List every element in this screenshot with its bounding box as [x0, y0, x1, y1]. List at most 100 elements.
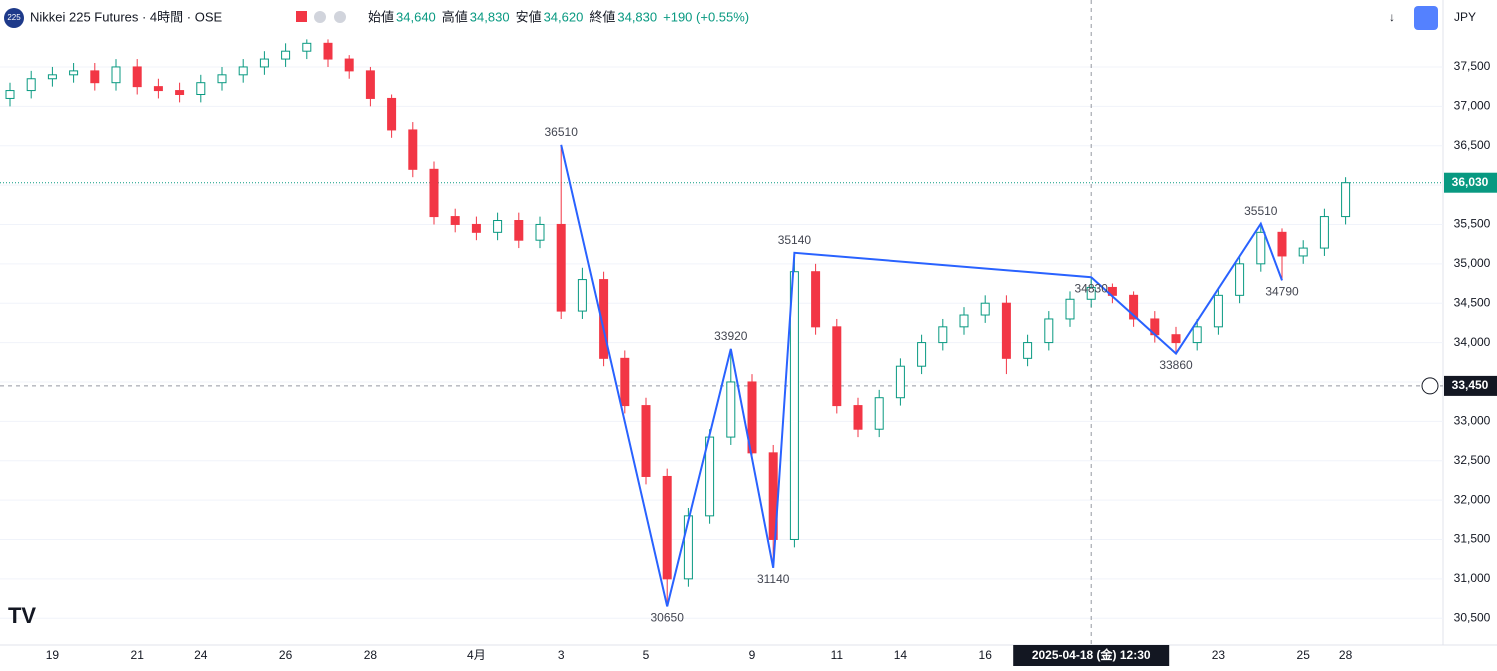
candle-body — [662, 475, 672, 580]
icon — [314, 11, 326, 23]
candle-body — [302, 42, 312, 52]
add-button — [1421, 377, 1439, 395]
refresh-button[interactable] — [1414, 6, 1438, 30]
candle-body — [471, 223, 481, 233]
candle-body — [683, 515, 693, 580]
candle-body — [450, 216, 460, 225]
y-tick-label: 32,500 — [1454, 453, 1491, 467]
x-tick-label: 26 — [279, 648, 293, 662]
currency[interactable]: JPY — [1454, 10, 1476, 24]
candle-body — [938, 326, 948, 344]
candle-body — [132, 66, 142, 88]
down-arrow[interactable]: ↓ — [1389, 10, 1395, 24]
candle-body — [196, 82, 206, 96]
candle-body — [153, 86, 163, 92]
y-tick-label: 31,000 — [1454, 571, 1491, 585]
candle-body — [323, 42, 333, 60]
candle-body — [874, 397, 884, 430]
candle-body — [344, 58, 354, 72]
y-tick-label: 34,500 — [1454, 295, 1491, 309]
x-tick-label: 14 — [894, 648, 908, 662]
candle-body — [620, 357, 630, 407]
y-tick-label: 37,000 — [1454, 98, 1491, 112]
candle-body — [1192, 326, 1202, 344]
ohlc-value: 34,620 — [544, 9, 584, 24]
zigzag-label: 34830 — [1075, 281, 1109, 295]
icon — [334, 11, 346, 23]
candle-body — [365, 70, 375, 99]
x-tick-label: 9 — [749, 648, 756, 662]
candle-body — [429, 168, 439, 218]
ohlc-value: 34,830 — [617, 9, 657, 24]
x-tick-label: 4月 — [467, 648, 486, 662]
candle-body — [535, 223, 545, 241]
candle-body — [811, 271, 821, 328]
candle-body — [1023, 342, 1033, 359]
header: 225 Nikkei 225 Futures · 4時間 · OSE 始値 34,… — [0, 4, 800, 30]
candle-body — [641, 405, 651, 477]
candle-body — [217, 74, 227, 84]
x-tick-label: 23 — [1212, 648, 1226, 662]
candle-body — [238, 66, 248, 76]
x-tick-label: 19 — [46, 648, 60, 662]
candle-body — [26, 78, 36, 92]
y-tick-label: 30,500 — [1454, 610, 1491, 624]
candle-body — [599, 279, 609, 359]
last-price-label: 36,030 — [1452, 175, 1489, 189]
candle-body — [789, 271, 799, 540]
header-bg — [0, 4, 800, 30]
x-tick-label: 24 — [194, 648, 208, 662]
candle-body — [726, 381, 736, 438]
candle-body — [90, 70, 100, 84]
candle-body — [853, 405, 863, 430]
y-tick-label: 33,000 — [1454, 414, 1491, 428]
candle-body — [1277, 231, 1287, 257]
ohlc-name: 高値 — [442, 9, 468, 24]
candle-body — [47, 74, 57, 80]
zigzag-label: 35510 — [1244, 204, 1278, 218]
x-tick-label: 5 — [643, 648, 650, 662]
candle-body — [1086, 286, 1096, 300]
candle-body — [111, 66, 121, 84]
candle-body — [1235, 263, 1245, 296]
logo: TV — [8, 603, 36, 628]
x-tick-label: 21 — [131, 648, 145, 662]
crosshair-time-label: 2025-04-18 (金) 12:30 — [1032, 647, 1151, 662]
x-tick-label: 3 — [558, 648, 565, 662]
zigzag-label: 36510 — [545, 125, 579, 139]
candle-body — [1129, 294, 1139, 320]
candle-body — [387, 97, 397, 131]
toolbar: ↓ JPY — [1389, 6, 1476, 30]
candle-body — [493, 220, 503, 233]
candle-body — [747, 381, 757, 454]
zigzag-label: 35140 — [778, 233, 812, 247]
candle-body — [1319, 216, 1329, 249]
zigzag-label: 34790 — [1265, 285, 1299, 299]
ohlc-value: 34,640 — [396, 9, 436, 24]
candle-body — [281, 50, 291, 60]
candle-body — [1213, 294, 1223, 328]
symbol-title: Nikkei 225 Futures · 4時間 · OSE — [30, 9, 222, 24]
crosshair-price-label: 33,450 — [1452, 378, 1489, 392]
candle-body — [980, 302, 990, 316]
marks: 36510 30650 33920 31140 35140 34830 33860 35510… — [5, 39, 1351, 625]
candle-body — [959, 314, 969, 328]
candle-body — [5, 90, 15, 99]
y-tick-label: 35,000 — [1454, 256, 1491, 270]
zigzag-label: 33920 — [714, 329, 748, 343]
ohlc-name: 安値 — [516, 9, 542, 24]
flag-icon — [296, 11, 307, 22]
zigzag-label: 31140 — [757, 572, 790, 586]
candle-body — [408, 129, 418, 170]
zigzag-label: 30650 — [651, 611, 685, 625]
y-tick-label: 35,500 — [1454, 217, 1491, 231]
candle-body — [1171, 334, 1181, 344]
candle-body — [1001, 302, 1011, 359]
ohlc-name: 始値 — [368, 9, 394, 24]
badge-text: 225 — [7, 13, 21, 22]
candle-body — [1298, 247, 1308, 257]
axis: 30,50031,00031,50032,00032,50033,00033,5… — [46, 59, 1497, 666]
y-tick-label: 32,000 — [1454, 492, 1491, 506]
ohlc-value: 34,830 — [470, 9, 510, 24]
